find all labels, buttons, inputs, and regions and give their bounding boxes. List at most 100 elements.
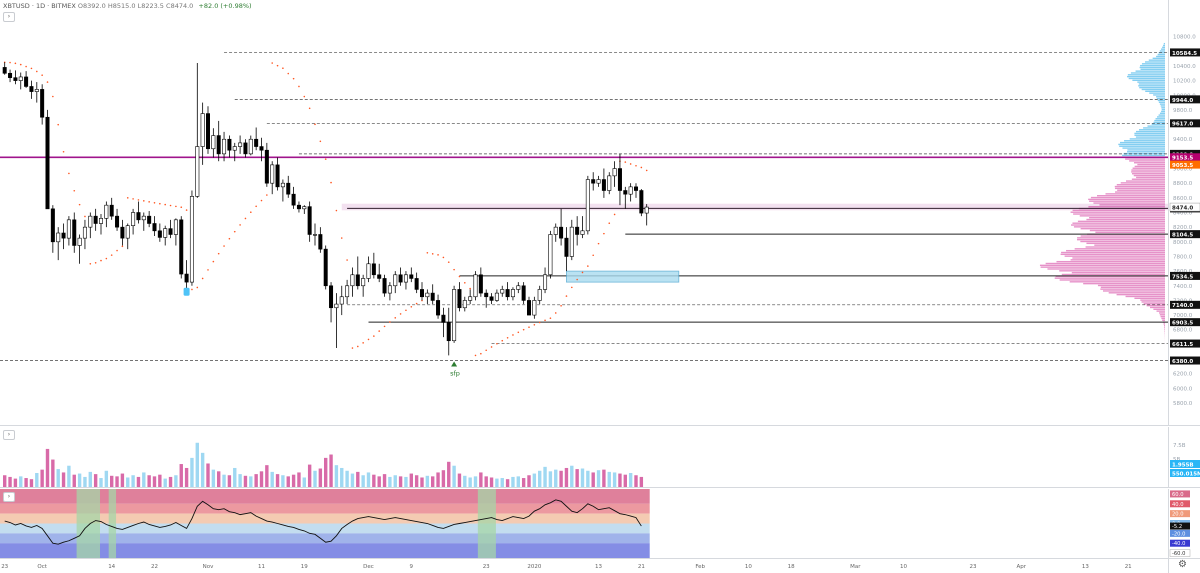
sar-dot	[614, 214, 616, 216]
sfp-arrow	[451, 362, 457, 367]
oscillator-tag-label: -20.0	[1172, 531, 1185, 537]
volume-profile-bar	[1134, 135, 1165, 136]
time-tick-label: 22	[151, 564, 158, 570]
sar-dot	[79, 204, 81, 206]
pane-separator[interactable]	[0, 425, 1200, 426]
volume-profile-bar	[1066, 250, 1165, 251]
sar-dot	[250, 211, 252, 213]
volume-bar	[196, 443, 199, 487]
sar-dot	[111, 254, 113, 256]
oscillator-chart	[0, 489, 1168, 558]
sar-dot	[448, 261, 450, 263]
sar-dot	[394, 317, 396, 319]
volume-tag-label: 550.015M	[1172, 472, 1200, 478]
sar-dot	[63, 151, 65, 153]
volume-bar	[254, 474, 257, 487]
volume-bar	[137, 477, 140, 487]
oscillator-axis[interactable]: 60.040.020.00.0-5.2-20.0-40.0-60.0	[1168, 489, 1200, 558]
candle-body	[543, 275, 546, 290]
candle-body	[501, 289, 504, 293]
sar-dot	[309, 107, 311, 109]
sfp-label: sfp	[450, 370, 460, 378]
pane-separator[interactable]	[0, 487, 1200, 488]
candle-body	[271, 165, 274, 183]
sar-dot	[555, 312, 557, 314]
sar-dot	[523, 329, 525, 331]
volume-profile-bar	[1100, 288, 1165, 289]
candle-body	[479, 275, 482, 293]
candle-body	[383, 278, 386, 293]
volume-profile-bar	[1124, 140, 1165, 141]
sar-dot	[31, 68, 33, 70]
close-value: C8474.0	[166, 2, 193, 10]
volume-profile-bar	[1150, 307, 1165, 308]
candle-body	[372, 264, 375, 275]
volume-bar	[340, 468, 343, 487]
sar-dot	[496, 343, 498, 345]
volume-chart	[0, 427, 1168, 487]
volume-bar	[260, 471, 263, 487]
volume-tick-label: 7.5B	[1173, 443, 1186, 449]
price-axis[interactable]: 10800.010600.010400.010200.010000.09800.…	[1168, 0, 1200, 425]
candle-body	[238, 143, 241, 147]
candle-body	[14, 78, 17, 81]
volume-profile-bar	[1131, 169, 1165, 170]
candle-body	[629, 187, 632, 194]
volume-legend-toggle[interactable]: ›	[3, 430, 15, 440]
volume-profile-bar	[1090, 230, 1165, 231]
sar-dot	[518, 331, 520, 333]
volume-profile-bar	[1134, 298, 1165, 299]
sar-dot	[469, 288, 471, 290]
oscillator-signal-marker	[77, 489, 100, 558]
sar-dot	[159, 203, 161, 205]
candle-body	[431, 293, 434, 300]
price-chart[interactable]: sfp	[0, 0, 1168, 425]
oscillator-pane[interactable]: ›	[0, 489, 1168, 558]
candle-body	[463, 300, 466, 307]
sar-dot	[127, 197, 129, 199]
time-tick-label: 10	[745, 564, 752, 570]
price-tick-label: 8600.0	[1173, 196, 1193, 202]
symbol-label[interactable]: XBTUSD · 1D · BITMEX	[3, 2, 76, 10]
volume-profile-bar	[1163, 45, 1165, 46]
volume-bar	[495, 479, 498, 487]
candle-body	[490, 297, 493, 301]
candle-body	[581, 231, 584, 235]
volume-profile-bar	[1072, 222, 1165, 223]
oscillator-tag-label: -5.2	[1172, 524, 1182, 530]
candle-body	[281, 183, 284, 187]
oscillator-tag-label: 20.0	[1172, 512, 1184, 518]
volume-profile-bar	[1153, 58, 1165, 59]
volume-profile-bar	[1081, 235, 1165, 236]
sar-dot	[566, 295, 568, 297]
candle-body	[495, 293, 498, 300]
volume-pane[interactable]: ›	[0, 427, 1168, 487]
oscillator-legend-toggle[interactable]: ›	[3, 492, 15, 502]
sar-dot	[608, 222, 610, 224]
candle-body	[164, 229, 167, 238]
candle-body	[206, 114, 209, 149]
sar-dot	[282, 67, 284, 69]
candle-body	[153, 223, 156, 230]
price-pane[interactable]: sfp XBTUSD · 1D · BITMEX O8392.0 H8515.0…	[0, 0, 1168, 425]
candle-body	[308, 207, 311, 235]
candle-body	[506, 289, 509, 296]
main-legend-toggle[interactable]: ›	[3, 12, 15, 22]
candle-body	[35, 89, 38, 91]
volume-profile-bar	[1161, 111, 1165, 112]
volume-bar	[351, 474, 354, 487]
sar-dot	[106, 258, 108, 260]
candle-body	[640, 191, 643, 214]
volume-profile-bar	[1117, 294, 1165, 295]
sar-dot	[132, 198, 134, 200]
sar-dot	[630, 163, 632, 165]
volume-bar	[527, 475, 530, 487]
volume-profile-bar	[1071, 212, 1165, 213]
sar-dot	[84, 216, 86, 218]
gear-icon[interactable]: ⚙	[1178, 560, 1187, 570]
candle-body	[254, 139, 257, 146]
volume-profile-bar	[1145, 91, 1165, 92]
volume-bar	[394, 475, 397, 487]
